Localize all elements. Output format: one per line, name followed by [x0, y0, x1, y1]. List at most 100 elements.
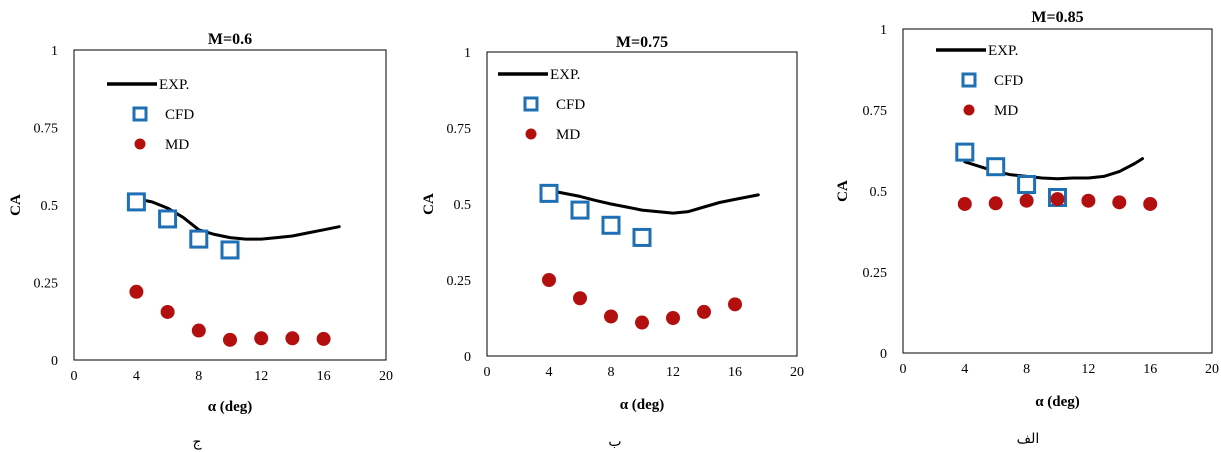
y-tick-label: 1 [464, 46, 471, 61]
md-data-point [573, 291, 587, 306]
legend-label-exp: EXP. [550, 67, 580, 83]
cfd-data-point [1017, 175, 1037, 195]
panel-caption: ج [192, 434, 202, 450]
x-tick-label: 0 [484, 365, 491, 380]
cfd-data-point [986, 157, 1006, 177]
legend-label-cfd: CFD [556, 97, 585, 113]
y-tick-label: 0.75 [863, 104, 888, 119]
legend-swatch-md [134, 138, 146, 150]
x-tick-label: 16 [317, 369, 331, 384]
y-axis-label: CA [421, 193, 437, 215]
legend-label-cfd: CFD [165, 107, 194, 123]
md-data-point [697, 304, 711, 319]
cfd-data-point [158, 209, 178, 229]
y-tick-label: 0.25 [447, 274, 472, 289]
md-data-point [1050, 192, 1065, 207]
y-tick-label: 0 [880, 347, 887, 362]
legend-label-md: MD [556, 127, 580, 143]
x-tick-label: 4 [961, 362, 968, 377]
chart-title: M=0.75 [616, 34, 668, 51]
plot-area-frame [73, 49, 387, 361]
x-tick-label: 8 [1023, 362, 1030, 377]
md-data-point [254, 331, 269, 346]
md-data-point [728, 297, 742, 312]
x-tick-label: 4 [133, 369, 140, 384]
chart-title: M=0.85 [1031, 9, 1083, 26]
x-tick-label: 16 [728, 365, 742, 380]
chart-title: M=0.6 [208, 31, 252, 48]
md-data-point [604, 309, 618, 324]
y-axis-label: CA [835, 180, 851, 202]
y-axis-label: CA [8, 194, 24, 216]
md-data-point [1081, 193, 1096, 208]
chart-panel-m075: M=0.75 α (deg) CA ب EXP. CFD MD 0 4 8 12 16 2… [421, 34, 804, 450]
legend-swatch-cfd [961, 72, 977, 88]
cfd-data-point [220, 240, 240, 260]
md-data-point [1019, 193, 1034, 208]
legend-label-cfd: CFD [994, 73, 1023, 89]
y-tick-label: 1 [51, 44, 58, 59]
y-tick-label: 0.5 [454, 198, 472, 213]
legend-swatch-md [963, 104, 975, 116]
plot-area-frame [902, 28, 1213, 354]
y-tick-label: 0 [51, 354, 58, 369]
legend-swatch-cfd [523, 96, 539, 112]
md-data-point [316, 331, 331, 346]
md-data-point [191, 323, 206, 338]
panel-caption: الف [1017, 431, 1040, 447]
x-tick-label: 20 [379, 369, 393, 384]
cfd-data-point [955, 142, 975, 162]
y-tick-label: 0.5 [870, 185, 888, 200]
x-tick-label: 8 [608, 365, 615, 380]
md-data-point [988, 196, 1003, 211]
chart-panel-m06: M=0.6 α (deg) CA ج EXP. CFD MD 0 4 8 12 16 20… [8, 31, 393, 450]
md-data-point [160, 304, 175, 319]
x-axis-label: α (deg) [1035, 394, 1080, 410]
md-data-point [285, 331, 300, 346]
cfd-data-point [632, 227, 652, 247]
y-tick-label: 0.5 [41, 199, 59, 214]
md-data-point [129, 284, 144, 299]
md-data-point [666, 311, 680, 325]
md-data-point [223, 332, 237, 347]
legend-swatch-md [525, 128, 537, 140]
x-tick-label: 12 [1081, 362, 1095, 377]
x-axis-label: α (deg) [208, 399, 253, 415]
y-tick-label: 0.75 [34, 122, 59, 137]
legend-label-exp: EXP. [159, 77, 189, 93]
x-tick-label: 0 [900, 362, 907, 377]
cfd-data-point [126, 192, 146, 212]
y-tick-label: 0.25 [34, 277, 59, 292]
legend-label-md: MD [165, 137, 189, 153]
y-tick-label: 0 [464, 350, 471, 365]
x-tick-label: 20 [790, 365, 804, 380]
x-tick-label: 8 [195, 369, 202, 384]
md-data-point [635, 315, 649, 330]
x-tick-label: 4 [546, 365, 553, 380]
chart-panel-m085: M=0.85 α (deg) CA الف EXP. CFD MD 0 4 8 12 1… [835, 9, 1219, 447]
x-axis-label: α (deg) [620, 397, 665, 413]
cfd-data-point [539, 183, 559, 203]
cfd-data-point [601, 215, 621, 235]
plot-area-frame [486, 51, 798, 357]
md-data-point [957, 196, 972, 211]
panel-caption: ب [608, 434, 621, 450]
exp-series-line [547, 188, 760, 215]
md-data-point [1143, 196, 1158, 211]
legend-label-md: MD [994, 103, 1018, 119]
x-tick-label: 0 [71, 369, 78, 384]
x-tick-label: 12 [254, 369, 268, 384]
md-data-point [1112, 195, 1127, 210]
cfd-data-point [570, 200, 590, 220]
y-tick-label: 1 [880, 23, 887, 38]
x-tick-label: 16 [1143, 362, 1157, 377]
md-data-point [542, 273, 556, 287]
cfd-data-point [189, 229, 209, 249]
y-tick-label: 0.25 [863, 266, 888, 281]
y-tick-label: 0.75 [447, 122, 472, 137]
legend-label-exp: EXP. [988, 43, 1018, 59]
x-tick-label: 20 [1205, 362, 1219, 377]
x-tick-label: 12 [666, 365, 680, 380]
legend-swatch-cfd [132, 106, 148, 122]
